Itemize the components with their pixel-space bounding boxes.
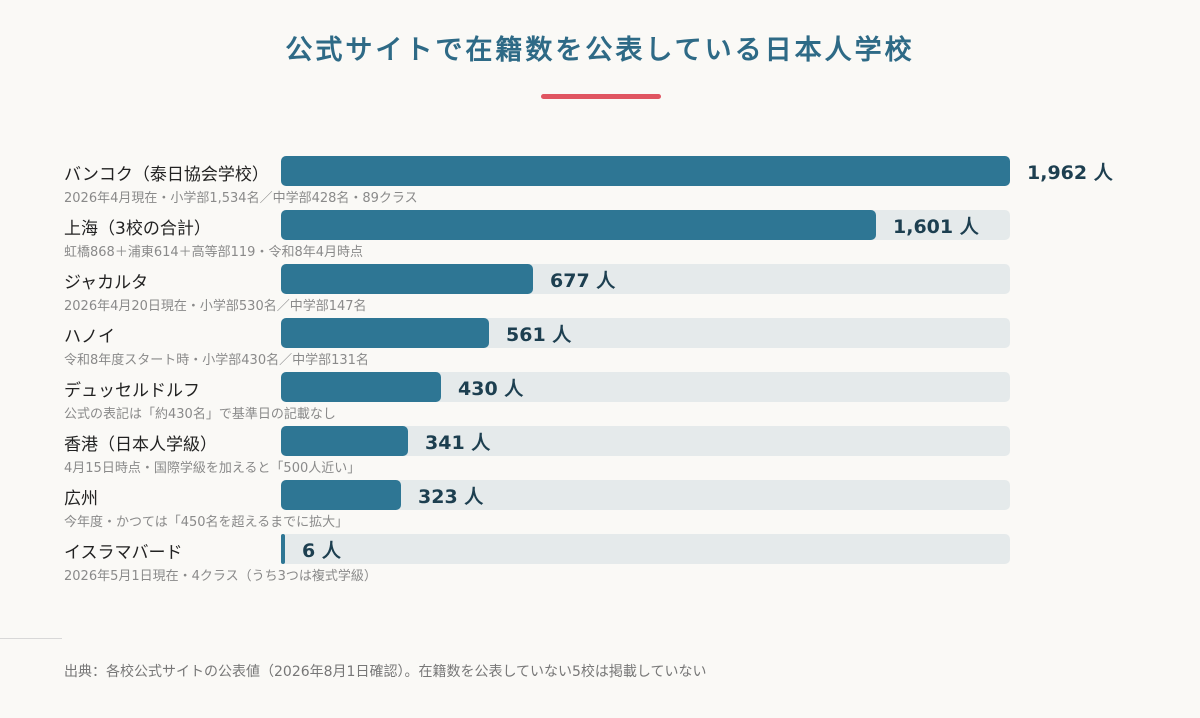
category-label: バンコク（泰日協会学校）	[64, 165, 269, 185]
bar	[281, 318, 489, 348]
bar-row: バンコク（泰日協会学校） 2026年4月現在・小学部1,534名／中学部428名・…	[0, 156, 1200, 206]
chart-title: 公式サイトで在籍数を公表している日本人学校	[285, 35, 915, 66]
bar-chart: バンコク（泰日協会学校） 2026年4月現在・小学部1,534名／中学部428名・…	[0, 156, 1200, 584]
value-label: 677 人	[550, 270, 616, 292]
category-note: 公式の表記は「約430名」で基準日の記載なし	[64, 407, 336, 422]
title-accent-line	[541, 94, 661, 99]
bar-row: 香港（日本人学級） 4月15日時点・国際学級を加えると「500人近い」 341 人	[0, 426, 1200, 476]
value-label: 561 人	[506, 324, 572, 346]
value-label: 323 人	[418, 486, 484, 508]
bar-row: ジャカルタ 2026年4月20日現在・小学部530名／中学部147名 677 人	[0, 264, 1200, 314]
bar	[281, 480, 401, 510]
category-label: 香港（日本人学級）	[64, 435, 217, 455]
bar	[281, 156, 1010, 186]
category-note: 虹橋868＋浦東614＋高等部119・令和8年4月時点	[64, 245, 363, 260]
value-label: 1,601 人	[893, 216, 979, 238]
category-note: 2026年5月1日現在・4クラス（うち3つは複式学級）	[64, 569, 377, 584]
value-label: 430 人	[458, 378, 524, 400]
category-note: 2026年4月20日現在・小学部530名／中学部147名	[64, 299, 367, 314]
category-note: 今年度・かつては「450名を超えるまでに拡大」	[64, 515, 349, 530]
bar	[281, 372, 441, 402]
bar	[281, 534, 285, 564]
category-label: 上海（3校の合計）	[64, 219, 211, 239]
bar-track	[281, 534, 1010, 564]
category-label: デュッセルドルフ	[64, 381, 200, 401]
category-label: イスラマバード	[64, 543, 183, 563]
bar-row: ハノイ令和8年度スタート時・小学部430名／中学部131名 561 人	[0, 318, 1200, 368]
bar-track	[281, 480, 1010, 510]
category-label: 広州	[64, 489, 98, 509]
value-label: 6 人	[302, 540, 341, 562]
bar-row: 上海（3校の合計） 虹橋868＋浦東614＋高等部119・令和8年4月時点 1,60…	[0, 210, 1200, 260]
bar-row: デュッセルドルフ公式の表記は「約430名」で基準日の記載なし 430 人	[0, 372, 1200, 422]
category-note: 2026年4月現在・小学部1,534名／中学部428名・89クラス	[64, 191, 418, 206]
bar	[281, 210, 876, 240]
bar-row: イスラマバード 2026年5月1日現在・4クラス（うち3つは複式学級） 6 人	[0, 534, 1200, 584]
category-label: ジャカルタ	[64, 273, 149, 293]
source-note: 出典：各校公式サイトの公表値（2026年8月1日確認）。在籍数を公表していない5…	[64, 664, 707, 680]
bar	[281, 426, 408, 456]
bar-row: 広州今年度・かつては「450名を超えるまでに拡大」 323 人	[0, 480, 1200, 530]
bar	[281, 264, 533, 294]
category-note: 4月15日時点・国際学級を加えると「500人近い」	[64, 461, 361, 476]
divider	[0, 638, 62, 639]
category-label: ハノイ	[64, 327, 115, 347]
value-label: 1,962 人	[1027, 162, 1113, 184]
category-note: 令和8年度スタート時・小学部430名／中学部131名	[64, 353, 369, 368]
value-label: 341 人	[425, 432, 491, 454]
